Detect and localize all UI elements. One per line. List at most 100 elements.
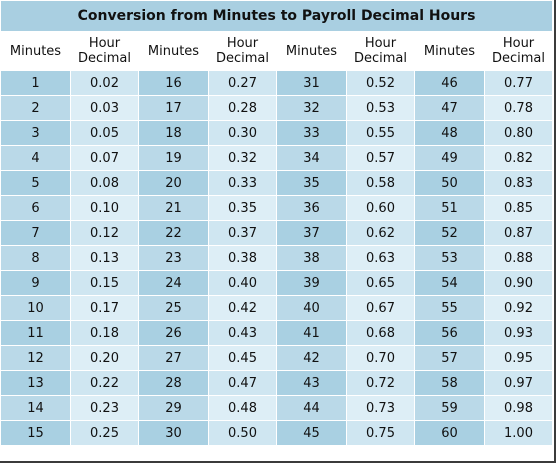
minutes-cell: 57 <box>414 345 485 371</box>
table-row: 7 0.12 22 0.37 37 0.62 52 0.87 <box>0 220 554 246</box>
hour-decimal-cell: 0.92 <box>483 295 554 321</box>
hour-decimal-cell: 0.17 <box>70 295 139 321</box>
hour-decimal-cell: 0.80 <box>483 120 554 146</box>
hour-decimal-cell: 0.57 <box>346 145 415 171</box>
minutes-cell: 43 <box>276 370 347 396</box>
hour-decimal-cell: 0.07 <box>70 145 139 171</box>
hour-decimal-cell: 0.95 <box>483 345 554 371</box>
minutes-cell: 45 <box>276 420 347 446</box>
hour-decimal-cell: 0.37 <box>208 220 277 246</box>
hour-decimal-header: Hour Decimal <box>483 31 554 71</box>
minutes-cell: 16 <box>138 70 209 96</box>
hour-decimal-cell: 0.93 <box>483 320 554 346</box>
table-row: 5 0.08 20 0.33 35 0.58 50 0.83 <box>0 170 554 196</box>
minutes-cell: 21 <box>138 195 209 221</box>
minutes-cell: 51 <box>414 195 485 221</box>
hour-decimal-cell: 0.62 <box>346 220 415 246</box>
minutes-cell: 53 <box>414 245 485 271</box>
hour-decimal-header-line1: Hour <box>364 36 397 51</box>
hour-decimal-cell: 0.75 <box>346 420 415 446</box>
minutes-cell: 46 <box>414 70 485 96</box>
minutes-cell: 54 <box>414 270 485 296</box>
hour-decimal-cell: 0.90 <box>483 270 554 296</box>
hour-decimal-cell: 0.50 <box>208 420 277 446</box>
hour-decimal-cell: 1.00 <box>483 420 554 446</box>
minutes-cell: 39 <box>276 270 347 296</box>
table-row: 13 0.22 28 0.47 43 0.72 58 0.97 <box>0 370 554 396</box>
hour-decimal-cell: 0.53 <box>346 95 415 121</box>
minutes-cell: 18 <box>138 120 209 146</box>
table-row: 6 0.10 21 0.35 36 0.60 51 0.85 <box>0 195 554 221</box>
hour-decimal-cell: 0.23 <box>70 395 139 421</box>
hour-decimal-header: Hour Decimal <box>70 31 139 71</box>
minutes-cell: 22 <box>138 220 209 246</box>
hour-decimal-cell: 0.43 <box>208 320 277 346</box>
minutes-cell: 17 <box>138 95 209 121</box>
hour-decimal-cell: 0.28 <box>208 95 277 121</box>
minutes-cell: 8 <box>0 245 71 271</box>
minutes-cell: 56 <box>414 320 485 346</box>
hour-decimal-cell: 0.20 <box>70 345 139 371</box>
minutes-cell: 38 <box>276 245 347 271</box>
hour-decimal-cell: 0.38 <box>208 245 277 271</box>
minutes-cell: 12 <box>0 345 71 371</box>
minutes-cell: 41 <box>276 320 347 346</box>
hour-decimal-cell: 0.67 <box>346 295 415 321</box>
hour-decimal-cell: 0.05 <box>70 120 139 146</box>
table-row: 10 0.17 25 0.42 40 0.67 55 0.92 <box>0 295 554 321</box>
minutes-cell: 23 <box>138 245 209 271</box>
hour-decimal-cell: 0.85 <box>483 195 554 221</box>
hour-decimal-header: Hour Decimal <box>208 31 277 71</box>
minutes-cell: 26 <box>138 320 209 346</box>
hour-decimal-cell: 0.10 <box>70 195 139 221</box>
hour-decimal-cell: 0.32 <box>208 145 277 171</box>
minutes-cell: 9 <box>0 270 71 296</box>
minutes-cell: 2 <box>0 95 71 121</box>
minutes-cell: 29 <box>138 395 209 421</box>
minutes-header: Minutes <box>138 31 209 71</box>
hour-decimal-cell: 0.33 <box>208 170 277 196</box>
hour-decimal-cell: 0.40 <box>208 270 277 296</box>
minutes-to-decimal-table: Conversion from Minutes to Payroll Decim… <box>0 0 554 446</box>
hour-decimal-cell: 0.68 <box>346 320 415 346</box>
minutes-cell: 20 <box>138 170 209 196</box>
table-row: 14 0.23 29 0.48 44 0.73 59 0.98 <box>0 395 554 421</box>
hour-decimal-cell: 0.35 <box>208 195 277 221</box>
minutes-cell: 30 <box>138 420 209 446</box>
hour-decimal-cell: 0.72 <box>346 370 415 396</box>
minutes-cell: 15 <box>0 420 71 446</box>
hour-decimal-cell: 0.97 <box>483 370 554 396</box>
minutes-cell: 3 <box>0 120 71 146</box>
minutes-cell: 34 <box>276 145 347 171</box>
minutes-cell: 25 <box>138 295 209 321</box>
hour-decimal-cell: 0.52 <box>346 70 415 96</box>
minutes-cell: 36 <box>276 195 347 221</box>
hour-decimal-cell: 0.03 <box>70 95 139 121</box>
minutes-cell: 1 <box>0 70 71 96</box>
hour-decimal-header-line2: Decimal <box>492 51 546 66</box>
minutes-cell: 59 <box>414 395 485 421</box>
minutes-cell: 33 <box>276 120 347 146</box>
table-row: 11 0.18 26 0.43 41 0.68 56 0.93 <box>0 320 554 346</box>
table-row: 12 0.20 27 0.45 42 0.70 57 0.95 <box>0 345 554 371</box>
minutes-cell: 35 <box>276 170 347 196</box>
hour-decimal-cell: 0.02 <box>70 70 139 96</box>
minutes-header: Minutes <box>276 31 347 71</box>
minutes-cell: 4 <box>0 145 71 171</box>
header-row: Minutes Hour Decimal Minutes Hour Decimal … <box>0 31 554 71</box>
hour-decimal-cell: 0.82 <box>483 145 554 171</box>
hour-decimal-header-line1: Hour <box>88 36 121 51</box>
hour-decimal-header-line1: Hour <box>502 36 535 51</box>
minutes-cell: 11 <box>0 320 71 346</box>
hour-decimal-cell: 0.65 <box>346 270 415 296</box>
minutes-header: Minutes <box>414 31 485 71</box>
table-row: 8 0.13 23 0.38 38 0.63 53 0.88 <box>0 245 554 271</box>
minutes-cell: 10 <box>0 295 71 321</box>
minutes-cell: 60 <box>414 420 485 446</box>
table-row: 15 0.25 30 0.50 45 0.75 60 1.00 <box>0 420 554 446</box>
minutes-cell: 50 <box>414 170 485 196</box>
hour-decimal-cell: 0.70 <box>346 345 415 371</box>
hour-decimal-header-line2: Decimal <box>353 51 407 66</box>
minutes-cell: 24 <box>138 270 209 296</box>
